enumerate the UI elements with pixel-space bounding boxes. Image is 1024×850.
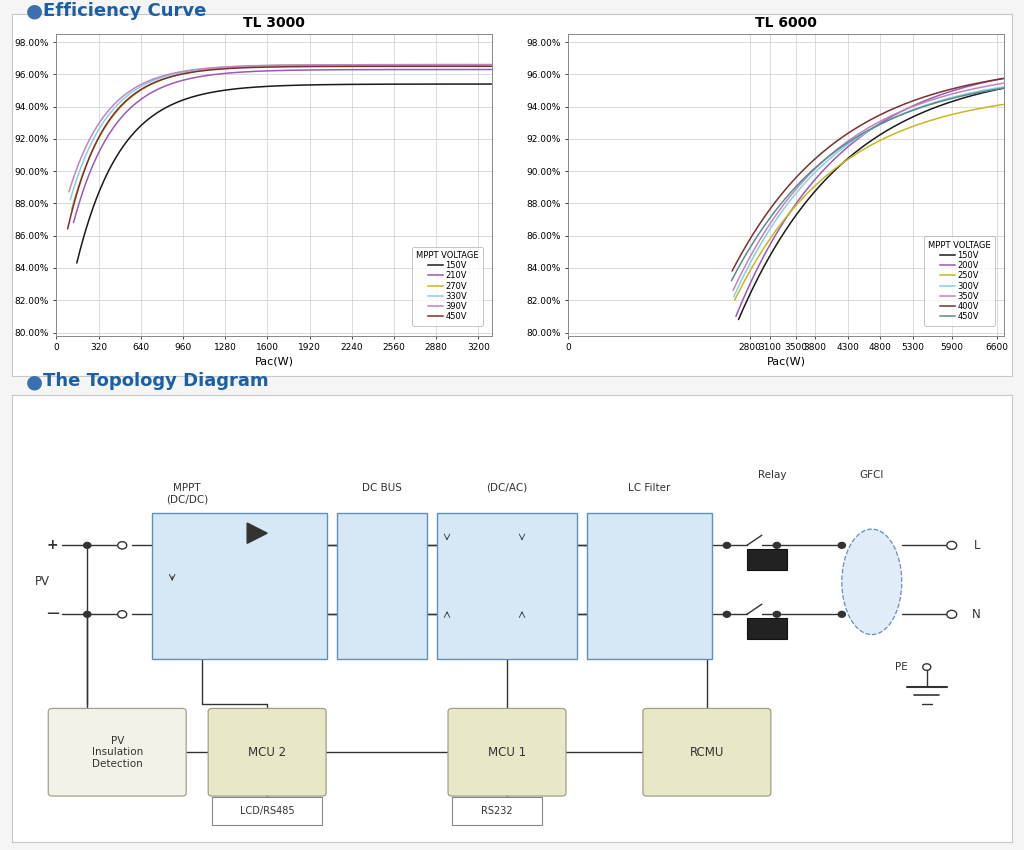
Text: PE: PE	[895, 662, 908, 672]
Bar	[437, 513, 577, 659]
Text: RS232: RS232	[481, 806, 513, 816]
Legend: 150V, 200V, 250V, 300V, 350V, 400V, 450V: 150V, 200V, 250V, 300V, 350V, 400V, 450V	[924, 236, 995, 326]
Text: (DC/AC): (DC/AC)	[486, 483, 527, 493]
Bar	[452, 797, 542, 825]
Text: (DC/DC): (DC/DC)	[166, 495, 208, 505]
Text: RCMU: RCMU	[690, 745, 724, 759]
Circle shape	[118, 541, 127, 549]
Text: LCD/RS485: LCD/RS485	[240, 806, 295, 816]
Text: +: +	[46, 538, 58, 552]
Circle shape	[118, 610, 127, 618]
Text: Relay: Relay	[758, 470, 786, 480]
Text: GFCI: GFCI	[859, 470, 884, 480]
Polygon shape	[247, 523, 267, 543]
Circle shape	[773, 611, 780, 617]
X-axis label: Pac(W): Pac(W)	[766, 356, 806, 366]
Text: MCU 1: MCU 1	[488, 745, 526, 759]
Text: ●: ●	[26, 372, 43, 391]
Circle shape	[839, 542, 846, 548]
Circle shape	[723, 611, 730, 617]
FancyBboxPatch shape	[48, 708, 186, 796]
Circle shape	[84, 542, 91, 548]
Title: TL 3000: TL 3000	[243, 16, 305, 30]
Circle shape	[947, 610, 956, 618]
Circle shape	[839, 611, 846, 617]
FancyBboxPatch shape	[449, 708, 566, 796]
Text: −: −	[45, 605, 59, 623]
Circle shape	[84, 611, 91, 617]
Circle shape	[947, 541, 956, 549]
Text: MPPT: MPPT	[173, 483, 201, 493]
Bar	[746, 549, 786, 570]
Text: PV
Insulation
Detection: PV Insulation Detection	[91, 735, 143, 769]
Text: L: L	[974, 539, 980, 552]
Text: ●: ●	[26, 2, 43, 20]
Text: DC BUS: DC BUS	[362, 483, 402, 493]
Text: PV: PV	[35, 575, 50, 588]
Text: LC Filter: LC Filter	[629, 483, 671, 493]
FancyBboxPatch shape	[208, 708, 326, 796]
Bar	[337, 513, 427, 659]
Bar	[212, 797, 323, 825]
Text: The Topology Diagram: The Topology Diagram	[43, 372, 268, 390]
Bar	[153, 513, 327, 659]
Bar	[587, 513, 712, 659]
X-axis label: Pac(W): Pac(W)	[254, 356, 294, 366]
Text: N: N	[973, 608, 981, 620]
Text: MCU 2: MCU 2	[248, 745, 286, 759]
Circle shape	[923, 664, 931, 671]
Text: Efficiency Curve: Efficiency Curve	[43, 2, 207, 20]
FancyBboxPatch shape	[643, 708, 771, 796]
Bar	[746, 619, 786, 638]
Ellipse shape	[842, 529, 902, 635]
Legend: 150V, 210V, 270V, 330V, 390V, 450V: 150V, 210V, 270V, 330V, 390V, 450V	[412, 246, 483, 326]
Title: TL 6000: TL 6000	[755, 16, 817, 30]
Circle shape	[773, 542, 780, 548]
Circle shape	[723, 542, 730, 548]
